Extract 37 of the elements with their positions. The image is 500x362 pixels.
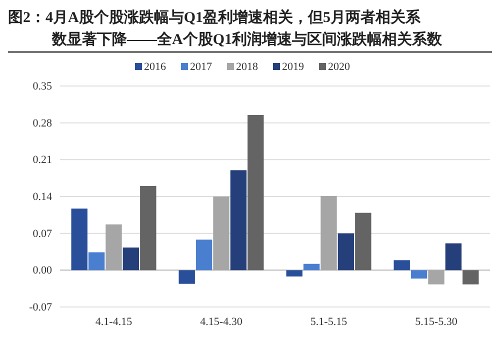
y-tick-label: -0.07 bbox=[29, 302, 52, 314]
x-tick-label: 4.1-4.15 bbox=[95, 316, 133, 328]
bar bbox=[196, 240, 212, 270]
x-tick-label: 5.15-5.30 bbox=[415, 316, 458, 328]
bar bbox=[303, 264, 320, 270]
legend-label: 2016 bbox=[144, 61, 166, 73]
chart-title: 图2：4月A股个股涨跌幅与Q1盈利增速相关，但5月两者相关系数显著下降——全A个股Q1利润增速与区间涨跌幅相关系数 bbox=[8, 9, 443, 48]
bar bbox=[106, 224, 122, 270]
bar bbox=[178, 270, 195, 284]
y-tick-label: 0.14 bbox=[32, 191, 52, 204]
bar bbox=[140, 186, 156, 270]
bar bbox=[213, 196, 230, 270]
bar bbox=[286, 270, 302, 276]
bar bbox=[394, 260, 410, 270]
legend-label: 2019 bbox=[282, 61, 304, 73]
y-tick-label: 0.28 bbox=[32, 117, 52, 130]
bar bbox=[248, 114, 264, 270]
x-tick-label: 4.15-4.30 bbox=[200, 316, 243, 328]
legend-label: 2018 bbox=[236, 61, 258, 73]
legend-label: 2020 bbox=[328, 61, 350, 73]
bar bbox=[320, 196, 337, 270]
bar bbox=[338, 233, 354, 270]
legend-label: 2017 bbox=[190, 61, 212, 73]
bar bbox=[71, 208, 88, 270]
y-tick-label: 0.35 bbox=[32, 80, 52, 93]
y-tick-label: 0.07 bbox=[32, 228, 52, 240]
bar bbox=[230, 170, 247, 270]
y-tick-label: 0.00 bbox=[32, 264, 52, 277]
x-tick-label: 5.1-5.15 bbox=[310, 316, 348, 328]
y-tick-label: 0.21 bbox=[32, 154, 52, 166]
bar bbox=[122, 248, 140, 270]
bar bbox=[88, 252, 105, 270]
bar bbox=[428, 270, 444, 284]
bar bbox=[410, 270, 428, 279]
bar bbox=[445, 243, 462, 270]
bar bbox=[355, 212, 372, 270]
bar bbox=[462, 270, 479, 284]
